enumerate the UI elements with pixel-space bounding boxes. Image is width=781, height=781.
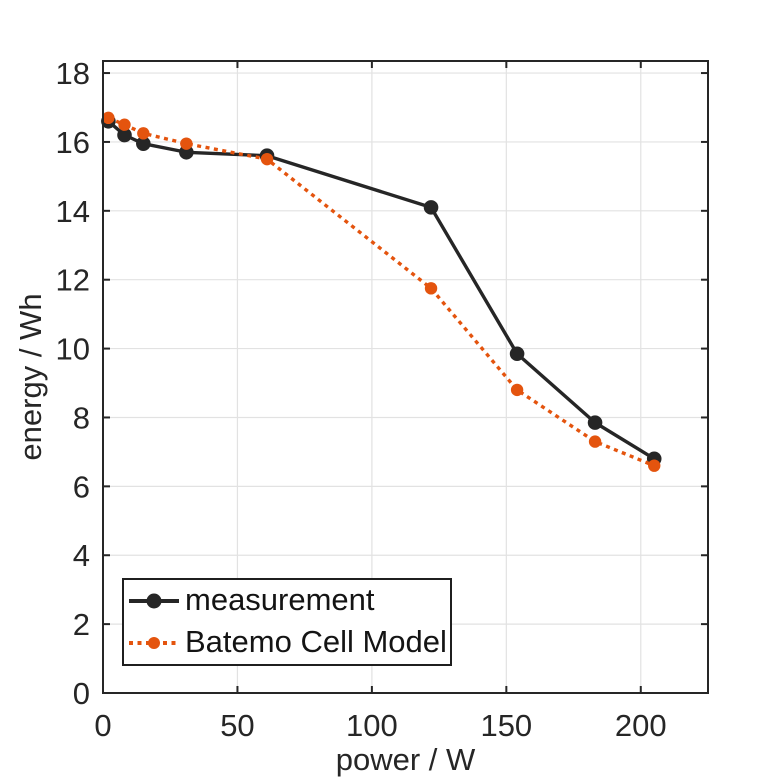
y-tick-label: 14 <box>56 194 90 229</box>
data-point-batemo <box>118 118 131 131</box>
legend-item-measurement: measurement <box>124 580 450 622</box>
x-tick-label: 50 <box>220 708 254 743</box>
series-line-batemo <box>107 116 655 468</box>
y-tick-label: 8 <box>73 400 90 435</box>
circle-marker-icon <box>146 593 162 609</box>
x-tick-label: 100 <box>346 708 398 743</box>
legend-label-batemo: Batemo Cell Model <box>185 624 447 659</box>
data-point-measurement <box>509 346 525 362</box>
y-tick-label: 4 <box>73 538 90 573</box>
data-point-measurement <box>587 415 603 430</box>
legend-line-sample-batemo <box>129 634 179 652</box>
y-tick-label: 0 <box>73 676 90 711</box>
legend: measurement Batemo Cell Model <box>122 578 452 666</box>
data-point-measurement <box>117 127 132 143</box>
data-point-batemo <box>102 111 115 125</box>
y-axis-label: energy / Wh <box>13 293 48 461</box>
legend-item-batemo: Batemo Cell Model <box>124 622 450 664</box>
data-point-batemo <box>180 137 193 150</box>
data-point-batemo <box>424 282 438 295</box>
x-tick-label: 150 <box>480 708 532 743</box>
legend-line-sample-measurement <box>129 592 179 610</box>
y-tick-label: 2 <box>73 607 90 642</box>
circle-marker-icon <box>148 637 160 649</box>
y-tick-label: 6 <box>73 469 90 504</box>
data-point-batemo <box>648 459 661 472</box>
x-axis-label: power / W <box>335 742 476 777</box>
legend-label-measurement: measurement <box>185 582 375 617</box>
y-tick-label: 12 <box>56 263 90 298</box>
x-tick-label: 200 <box>615 708 667 743</box>
x-tick-label: 0 <box>94 708 111 743</box>
data-point-batemo <box>510 383 524 397</box>
y-tick-label: 16 <box>56 125 90 160</box>
data-point-measurement <box>136 136 151 151</box>
series-line-measurement <box>107 119 656 461</box>
y-tick-label: 10 <box>56 332 90 367</box>
y-tick-label: 18 <box>56 56 90 91</box>
data-point-batemo <box>588 435 602 448</box>
data-point-batemo <box>137 127 150 140</box>
data-point-batemo <box>260 152 274 166</box>
axis-box <box>102 60 709 694</box>
data-point-measurement <box>423 200 439 215</box>
